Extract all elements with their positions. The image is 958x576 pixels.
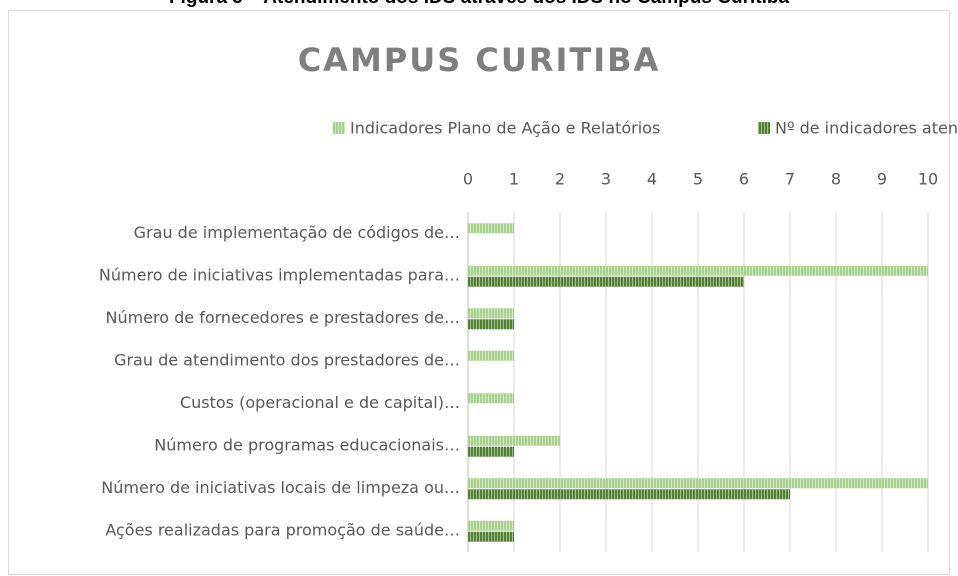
- bar: [468, 489, 790, 500]
- legend-swatch: [758, 122, 770, 134]
- bar: [468, 520, 514, 531]
- figure-caption: Figura 5 – Atendimento dos IDS através d…: [169, 0, 790, 8]
- y-tick-label: Custos (operacional e de capital)…: [180, 393, 460, 412]
- chart-frame: [8, 10, 950, 575]
- bar: [468, 223, 514, 234]
- legend-label: Indicadores Plano de Ação e Relatórios: [350, 119, 660, 138]
- x-tick-label: 7: [785, 170, 795, 189]
- x-tick-label: 9: [877, 170, 887, 189]
- bar: [468, 531, 514, 542]
- bar: [468, 276, 744, 287]
- bar: [468, 446, 514, 457]
- bar: [468, 393, 514, 404]
- x-tick-label: 6: [739, 170, 749, 189]
- legend-swatch: [333, 122, 345, 134]
- x-tick-label: 5: [693, 170, 703, 189]
- x-tick-label: 2: [555, 170, 565, 189]
- bar: [468, 319, 514, 330]
- bar: [468, 435, 560, 446]
- bar: [468, 350, 514, 361]
- bar: [468, 478, 928, 489]
- x-tick-label: 0: [463, 170, 473, 189]
- x-tick-label: 8: [831, 170, 841, 189]
- x-tick-label: 10: [918, 170, 938, 189]
- bar: [468, 308, 514, 319]
- y-tick-label: Número de programas educacionais…: [154, 435, 460, 454]
- x-tick-label: 4: [647, 170, 657, 189]
- y-tick-label: Número de iniciativas locais de limpeza …: [101, 478, 460, 497]
- chart-title: CAMPUS CURITIBA: [298, 41, 661, 79]
- y-tick-label: Ações realizadas para promoção de saúde…: [105, 520, 460, 539]
- x-tick-label: 1: [509, 170, 519, 189]
- legend-label: Nº de indicadores atendidos: [775, 119, 958, 138]
- bar: [468, 265, 928, 276]
- y-tick-label: Número de fornecedores e prestadores de…: [105, 308, 460, 327]
- y-tick-label: Grau de implementação de códigos de…: [134, 223, 460, 242]
- y-tick-label: Grau de atendimento dos prestadores de…: [114, 350, 460, 369]
- x-tick-label: 3: [601, 170, 611, 189]
- y-tick-label: Número de iniciativas implementadas para…: [99, 265, 460, 284]
